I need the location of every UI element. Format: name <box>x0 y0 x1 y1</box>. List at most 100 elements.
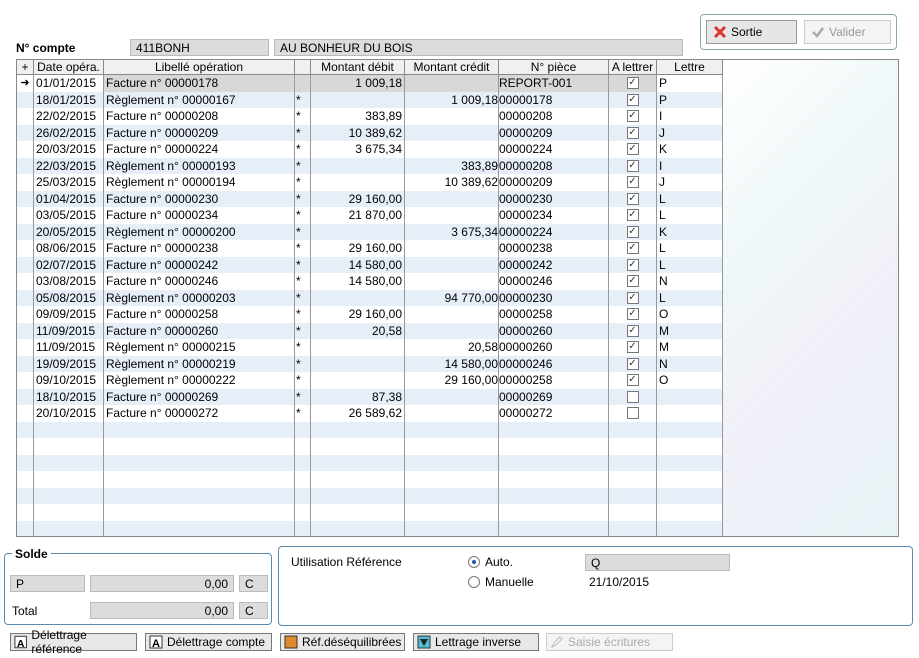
manuelle-date-field[interactable]: 21/10/2015 <box>589 575 650 589</box>
row-selector[interactable] <box>17 388 34 405</box>
add-row-icon[interactable]: + <box>17 60 34 75</box>
table-row[interactable]: 20/10/2015 Facture n° 00000272 * 26 589,62 0… <box>17 405 723 422</box>
a-lettrer-checkbox[interactable]: ✓ <box>626 192 639 205</box>
cell-a-lettrer: ✓ <box>609 91 657 108</box>
table-row[interactable]: 03/08/2015 Facture n° 00000246 * 14 580,00 0… <box>17 273 723 290</box>
a-lettrer-checkbox[interactable]: ✓ <box>626 291 639 304</box>
current-row-arrow-icon[interactable]: ➜ <box>17 75 34 92</box>
a-lettrer-checkbox[interactable]: ✓ <box>626 242 639 255</box>
row-selector[interactable] <box>17 190 34 207</box>
cell-marker: * <box>295 174 311 191</box>
table-row[interactable]: 11/09/2015 Facture n° 00000260 * 20,58 00000… <box>17 322 723 339</box>
table-row[interactable]: 19/09/2015 Règlement n° 00000219 * 14 580,0… <box>17 355 723 372</box>
a-lettrer-checkbox[interactable]: ✓ <box>626 225 639 238</box>
table-row[interactable]: 18/10/2015 Facture n° 00000269 * 87,38 00000… <box>17 388 723 405</box>
table-row[interactable]: 02/07/2015 Facture n° 00000242 * 14 580,00 0… <box>17 256 723 273</box>
row-selector[interactable] <box>17 223 34 240</box>
manuelle-radio[interactable] <box>468 576 480 588</box>
table-row[interactable]: 18/01/2015 Règlement n° 00000167 * 1 009,18… <box>17 91 723 108</box>
row-selector[interactable] <box>17 355 34 372</box>
row-selector[interactable] <box>17 157 34 174</box>
empty-row[interactable] <box>17 438 723 455</box>
a-lettrer-checkbox[interactable]: ✓ <box>626 357 639 370</box>
table-row[interactable]: 01/04/2015 Facture n° 00000230 * 29 160,00 0… <box>17 190 723 207</box>
a-lettrer-checkbox[interactable]: ✓ <box>626 126 639 139</box>
a-lettrer-checkbox[interactable]: ✓ <box>626 374 639 387</box>
header-piece[interactable]: N° pièce <box>499 60 609 75</box>
row-selector[interactable] <box>17 339 34 356</box>
a-lettrer-checkbox[interactable] <box>626 407 639 420</box>
row-selector[interactable] <box>17 273 34 290</box>
a-lettrer-checkbox[interactable]: ✓ <box>626 77 639 90</box>
a-lettrer-checkbox[interactable]: ✓ <box>626 143 639 156</box>
table-row[interactable]: 03/05/2015 Facture n° 00000234 * 21 870,00 0… <box>17 207 723 224</box>
header-a-lettrer[interactable]: A lettrer <box>609 60 657 75</box>
reference-panel <box>278 546 913 626</box>
cell-libelle: Facture n° 00000234 <box>104 207 295 224</box>
sortie-button[interactable]: Sortie <box>706 20 797 44</box>
header-debit[interactable]: Montant débit <box>311 60 405 75</box>
row-selector[interactable] <box>17 124 34 141</box>
header-date[interactable]: Date opéra. <box>34 60 104 75</box>
table-row[interactable]: 22/03/2015 Règlement n° 00000193 * 383,89 00… <box>17 157 723 174</box>
ref-desequilibrees-button[interactable]: Réf.déséquilibrées <box>280 633 405 651</box>
a-lettrer-checkbox[interactable]: ✓ <box>626 159 639 172</box>
cell-debit: 29 160,00 <box>311 190 405 207</box>
solde-sense-field: C <box>239 575 268 592</box>
row-selector[interactable] <box>17 174 34 191</box>
row-selector[interactable] <box>17 141 34 158</box>
row-selector[interactable] <box>17 240 34 257</box>
table-row[interactable]: ➜ 01/01/2015 Facture n° 00000178 1 009,18 RE… <box>17 75 723 92</box>
header-credit[interactable]: Montant crédit <box>405 60 499 75</box>
a-lettrer-checkbox[interactable]: ✓ <box>626 93 639 106</box>
table-row[interactable]: 09/09/2015 Facture n° 00000258 * 29 160,00 0… <box>17 306 723 323</box>
empty-row[interactable] <box>17 471 723 488</box>
empty-row[interactable] <box>17 520 723 536</box>
a-lettrer-checkbox[interactable]: ✓ <box>626 258 639 271</box>
delettrage-reference-button[interactable]: A Délettrage référence <box>10 628 137 656</box>
lettrage-inverse-button[interactable]: Lettrage inverse <box>413 633 539 651</box>
saisie-ecritures-button[interactable]: Saisie écritures <box>546 633 673 651</box>
table-row[interactable]: 20/03/2015 Facture n° 00000224 * 3 675,34 00… <box>17 141 723 158</box>
compte-code-field[interactable]: 411BONH <box>130 39 269 56</box>
a-lettrer-checkbox[interactable]: ✓ <box>626 110 639 123</box>
valider-button[interactable]: Valider <box>804 20 891 44</box>
row-selector[interactable] <box>17 289 34 306</box>
row-selector[interactable] <box>17 256 34 273</box>
row-selector[interactable] <box>17 207 34 224</box>
table-row[interactable]: 05/08/2015 Règlement n° 00000203 * 94 770,0… <box>17 289 723 306</box>
table-row[interactable]: 26/02/2015 Facture n° 00000209 * 10 389,62 0… <box>17 124 723 141</box>
empty-row[interactable] <box>17 421 723 438</box>
delettrage-compte-button[interactable]: A Délettrage compte <box>145 633 272 651</box>
auto-reference-field[interactable]: Q <box>585 554 730 571</box>
row-selector[interactable] <box>17 108 34 125</box>
a-lettrer-checkbox[interactable]: ✓ <box>626 308 639 321</box>
a-lettrer-checkbox[interactable]: ✓ <box>626 209 639 222</box>
ecritures-grid[interactable]: + Date opéra. Libellé opération Montant … <box>16 59 899 537</box>
row-selector[interactable] <box>17 306 34 323</box>
table-row[interactable]: 20/05/2015 Règlement n° 00000200 * 3 675,34… <box>17 223 723 240</box>
auto-radio[interactable] <box>468 556 480 568</box>
row-selector[interactable] <box>17 322 34 339</box>
cell-lettre: L <box>657 240 723 257</box>
table-row[interactable]: 08/06/2015 Facture n° 00000238 * 29 160,00 0… <box>17 240 723 257</box>
a-lettrer-checkbox[interactable]: ✓ <box>626 275 639 288</box>
table-row[interactable]: 25/03/2015 Règlement n° 00000194 * 10 389,6… <box>17 174 723 191</box>
cell-lettre <box>657 388 723 405</box>
a-lettrer-checkbox[interactable] <box>626 390 639 403</box>
table-row[interactable]: 11/09/2015 Règlement n° 00000215 * 20,58 000… <box>17 339 723 356</box>
row-selector[interactable] <box>17 405 34 422</box>
table-row[interactable]: 09/10/2015 Règlement n° 00000222 * 29 160,0… <box>17 372 723 389</box>
row-selector[interactable] <box>17 372 34 389</box>
row-selector[interactable] <box>17 91 34 108</box>
header-libelle[interactable]: Libellé opération <box>104 60 295 75</box>
table-row[interactable]: 22/02/2015 Facture n° 00000208 * 383,89 0000… <box>17 108 723 125</box>
empty-row[interactable] <box>17 454 723 471</box>
a-lettrer-checkbox[interactable]: ✓ <box>626 176 639 189</box>
empty-row[interactable] <box>17 487 723 504</box>
empty-row[interactable] <box>17 504 723 521</box>
cell-piece: 00000208 <box>499 157 609 174</box>
header-lettre[interactable]: Lettre <box>657 60 723 75</box>
a-lettrer-checkbox[interactable]: ✓ <box>626 341 639 354</box>
a-lettrer-checkbox[interactable]: ✓ <box>626 324 639 337</box>
